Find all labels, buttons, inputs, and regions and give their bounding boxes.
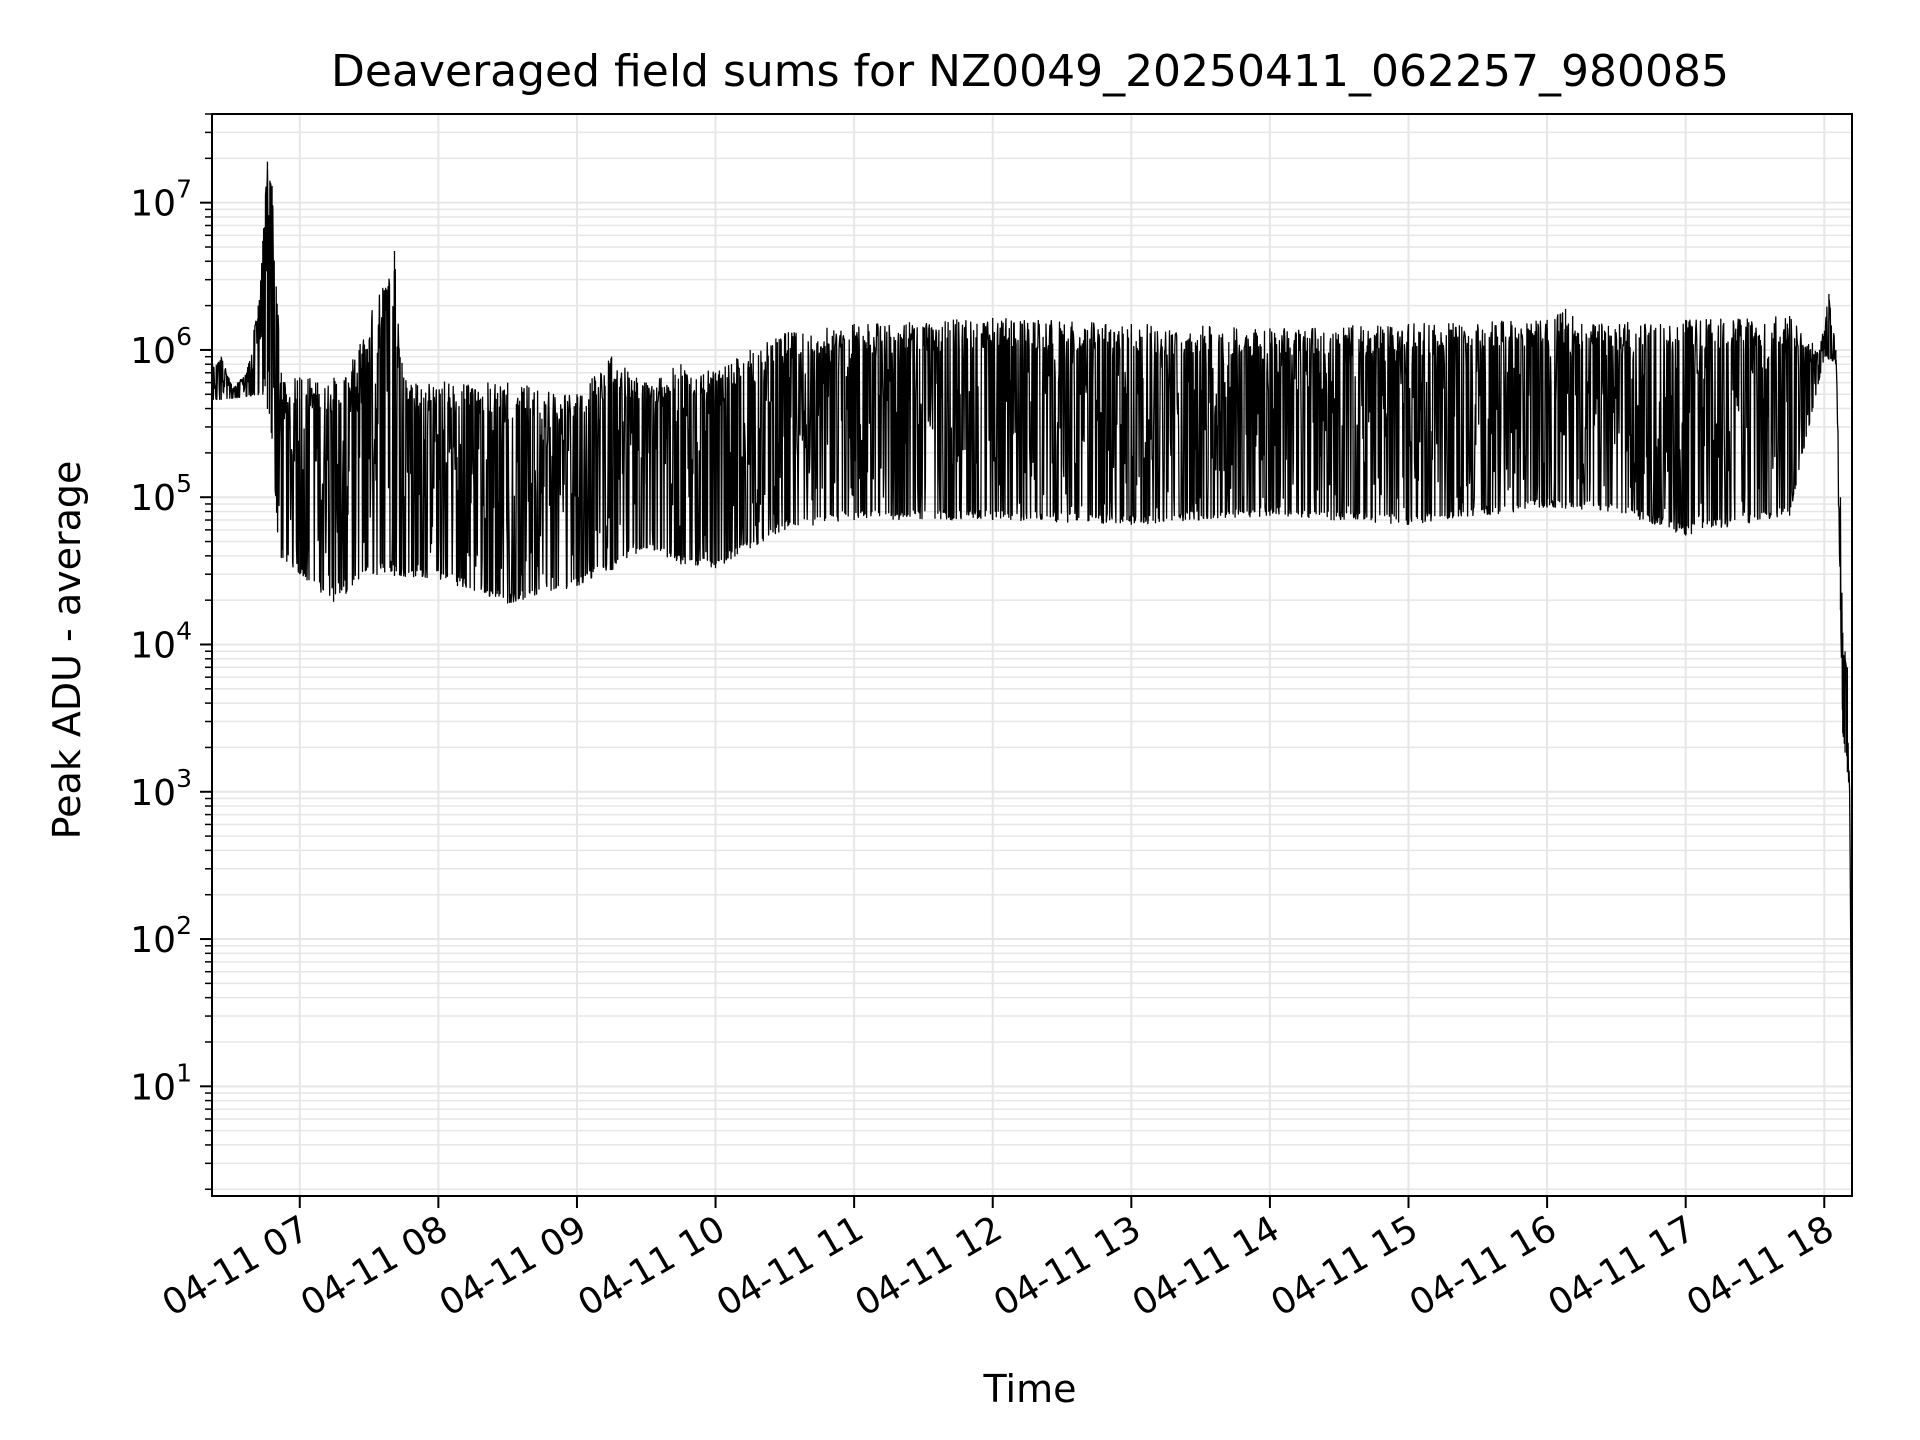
y-tick-exponent: 3 bbox=[176, 764, 192, 793]
plot-frame bbox=[211, 113, 1853, 1197]
major-gridlines bbox=[212, 114, 1852, 1196]
y-tick-exponent: 6 bbox=[176, 322, 192, 351]
y-tick-label: 105 bbox=[130, 469, 192, 519]
series-layer bbox=[211, 161, 1853, 1145]
y-tick-exponent: 5 bbox=[176, 469, 192, 498]
y-axis-label: Peak ADU - average bbox=[45, 461, 89, 840]
y-tick-label: 101 bbox=[130, 1058, 192, 1108]
y-tick-exponent: 1 bbox=[176, 1058, 192, 1087]
y-tick-label: 106 bbox=[130, 322, 192, 372]
y-tick-exponent: 7 bbox=[176, 175, 192, 204]
y-tick-label: 107 bbox=[130, 175, 192, 225]
y-tick-exponent: 4 bbox=[176, 616, 192, 645]
y-tick-base: 10 bbox=[130, 625, 176, 666]
y-tick-label: 102 bbox=[130, 911, 192, 961]
y-tick-base: 10 bbox=[130, 331, 176, 372]
x-axis-label: Time bbox=[983, 1367, 1077, 1411]
chart-title: Deaveraged field sums for NZ0049_2025041… bbox=[331, 46, 1729, 97]
y-tick-exponent: 2 bbox=[176, 911, 192, 940]
y-tick-label: 104 bbox=[130, 616, 192, 666]
y-tick-base: 10 bbox=[130, 1067, 176, 1108]
y-tick-base: 10 bbox=[130, 773, 176, 814]
y-tick-base: 10 bbox=[130, 478, 176, 519]
series-line bbox=[211, 169, 1853, 1145]
y-tick-base: 10 bbox=[130, 184, 176, 225]
y-tick-base: 10 bbox=[130, 920, 176, 961]
y-tick-label: 103 bbox=[130, 764, 192, 814]
